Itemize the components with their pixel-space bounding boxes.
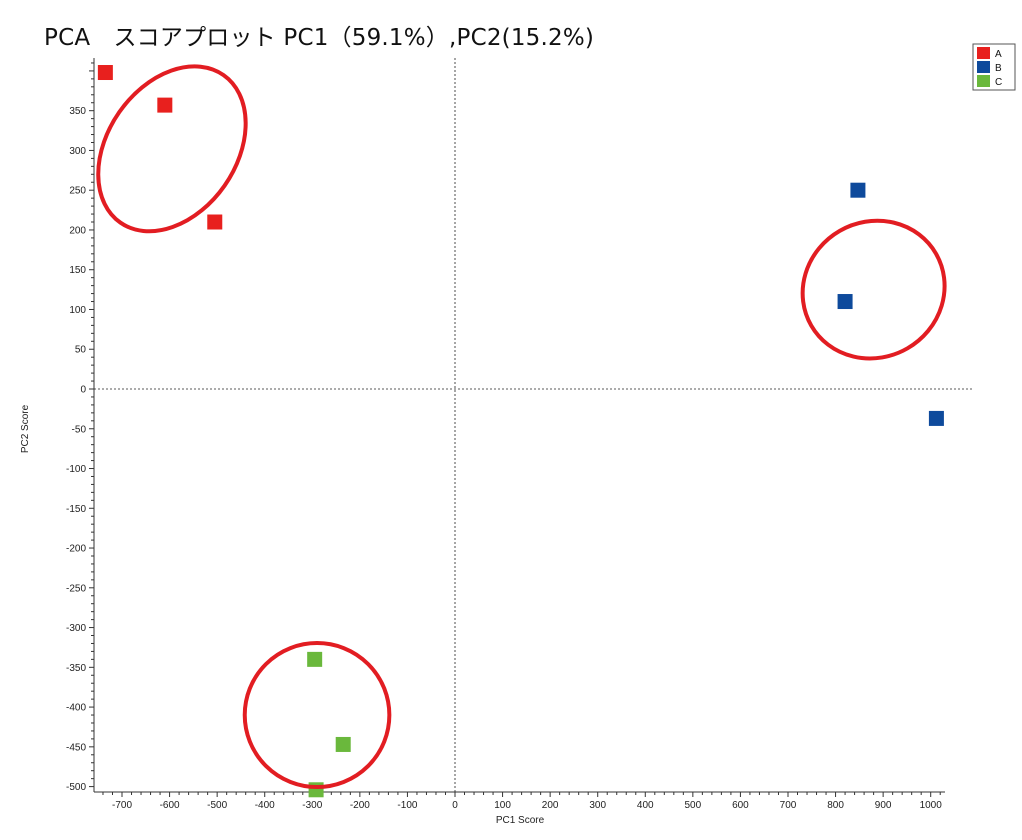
y-tick-label: -50 xyxy=(72,424,87,435)
x-tick-label: -700 xyxy=(112,800,132,811)
y-tick-label: 150 xyxy=(69,265,86,276)
point-a xyxy=(97,65,113,81)
y-tick-label: 0 xyxy=(80,385,86,396)
axes-layer: -700 -600 -500 -400 -300 -200 -100 0 100 200 300 40… xyxy=(66,58,945,811)
reference-lines xyxy=(94,58,972,792)
point-c xyxy=(308,782,324,798)
x-tick-label: 0 xyxy=(452,800,458,811)
x-tick-label: 600 xyxy=(732,800,749,811)
x-tick-label: -100 xyxy=(397,800,417,811)
y-tick-label: -500 xyxy=(66,782,86,793)
y-tick-label: 250 xyxy=(69,186,86,197)
x-tick-label: 700 xyxy=(780,800,797,811)
y-tick-label: -400 xyxy=(66,703,86,714)
y-tick-label: -350 xyxy=(66,663,86,674)
legend-swatch-c xyxy=(977,75,990,87)
x-tick-label: -600 xyxy=(160,800,180,811)
x-tick-label: 100 xyxy=(494,800,511,811)
x-tick-label: 200 xyxy=(542,800,559,811)
x-tick-label: 500 xyxy=(685,800,702,811)
x-tick-label: 900 xyxy=(875,800,892,811)
y-tick-label: 50 xyxy=(75,345,87,356)
x-tick-label: -300 xyxy=(302,800,322,811)
ellipse-group-c xyxy=(242,641,392,790)
y-tick-label: -150 xyxy=(66,504,86,515)
legend-label-b: B xyxy=(995,63,1002,74)
x-axis-title: PC1 Score xyxy=(496,815,545,826)
x-tick-label: -200 xyxy=(350,800,370,811)
x-tick-label: 400 xyxy=(637,800,654,811)
legend-swatch-a xyxy=(977,47,990,59)
legend: ABC xyxy=(972,43,1016,91)
point-c xyxy=(307,651,323,667)
x-tick-label: -500 xyxy=(207,800,227,811)
group-ellipses xyxy=(96,64,947,790)
ellipse-group-a xyxy=(96,64,248,234)
point-b xyxy=(850,182,866,198)
y-tick-label: -200 xyxy=(66,544,86,555)
y-tick-label: 100 xyxy=(69,305,86,316)
y-tick-label: -300 xyxy=(66,623,86,634)
y-tick-label: -450 xyxy=(66,742,86,753)
point-a xyxy=(207,214,223,230)
data-points xyxy=(97,65,944,798)
y-tick-label: 350 xyxy=(69,106,86,117)
y-tick-label: -100 xyxy=(66,464,86,475)
point-a xyxy=(157,97,173,113)
x-tick-label: 1000 xyxy=(920,800,943,811)
y-tick-label: -250 xyxy=(66,583,86,594)
legend-label-c: C xyxy=(995,77,1002,88)
x-tick-label: 300 xyxy=(589,800,606,811)
y-tick-label: 300 xyxy=(69,146,86,157)
point-b xyxy=(928,410,944,426)
chart-title: PCA スコアプロット PC1（59.1%）,PC2(15.2%) xyxy=(44,25,595,51)
x-tick-label: -400 xyxy=(255,800,275,811)
ellipse-group-b xyxy=(800,218,947,361)
y-axis-title: PC2 Score xyxy=(20,404,31,453)
point-c xyxy=(335,736,351,752)
legend-label-a: A xyxy=(995,49,1002,60)
x-tick-label: 800 xyxy=(827,800,844,811)
y-tick-label: 200 xyxy=(69,225,86,236)
point-b xyxy=(837,294,853,310)
legend-swatch-b xyxy=(977,61,990,73)
